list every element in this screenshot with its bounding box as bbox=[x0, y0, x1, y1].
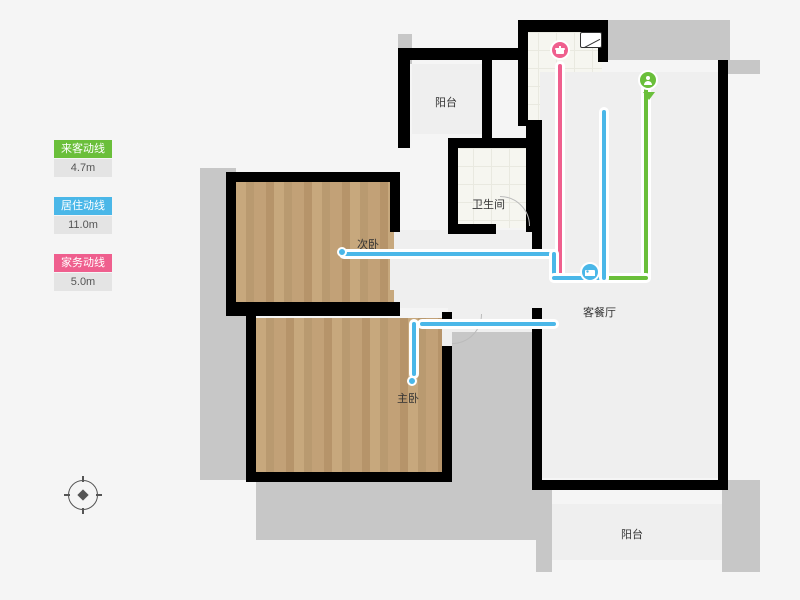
wall bbox=[448, 224, 496, 234]
path-node-blue bbox=[407, 376, 417, 386]
legend-item-house: 家务动线 5.0m bbox=[54, 254, 112, 291]
legend-value: 11.0m bbox=[54, 216, 112, 234]
room-label: 客餐厅 bbox=[582, 304, 617, 320]
path-segment-blue bbox=[339, 249, 559, 259]
legend-label: 家务动线 bbox=[54, 254, 112, 272]
wall bbox=[246, 472, 450, 482]
wall bbox=[398, 48, 526, 60]
floor-plan: 厨房阳台卫生间次卧主卧客餐厅阳台 bbox=[200, 20, 760, 580]
person-pin-icon bbox=[638, 70, 658, 90]
room-label: 主卧 bbox=[396, 390, 420, 406]
path-segment-blue bbox=[417, 319, 559, 329]
legend-value: 4.7m bbox=[54, 159, 112, 177]
legend-item-living: 居住动线 11.0m bbox=[54, 197, 112, 234]
room-label: 阳台 bbox=[434, 94, 458, 110]
legend-label: 居住动线 bbox=[54, 197, 112, 215]
structural-block bbox=[536, 480, 552, 572]
room-label: 阳台 bbox=[620, 526, 644, 542]
legend-label: 来客动线 bbox=[54, 140, 112, 158]
wall bbox=[398, 48, 410, 148]
structural-block bbox=[448, 332, 536, 540]
structural-block bbox=[606, 20, 730, 60]
path-node-blue bbox=[337, 247, 347, 257]
wall bbox=[518, 20, 528, 126]
legend: 来客动线 4.7m 居住动线 11.0m 家务动线 5.0m bbox=[54, 140, 112, 311]
compass-icon bbox=[66, 478, 100, 512]
path-segment-blue bbox=[409, 319, 419, 379]
legend-value: 5.0m bbox=[54, 273, 112, 291]
path-segment-green bbox=[641, 83, 651, 283]
wall bbox=[518, 20, 608, 32]
wall bbox=[226, 172, 400, 182]
wall bbox=[718, 60, 728, 490]
wall bbox=[532, 480, 728, 490]
wall bbox=[482, 60, 492, 140]
bed-icon bbox=[580, 262, 600, 282]
door-opening bbox=[532, 252, 542, 308]
structural-block bbox=[722, 480, 760, 572]
wall bbox=[226, 172, 236, 312]
structural-block bbox=[256, 476, 448, 540]
path-segment-blue bbox=[599, 107, 609, 283]
room-走道1 bbox=[394, 230, 540, 308]
wall bbox=[448, 138, 536, 148]
wall bbox=[390, 172, 400, 232]
wall bbox=[448, 138, 458, 234]
legend-item-guest: 来客动线 4.7m bbox=[54, 140, 112, 177]
window-icon bbox=[580, 32, 602, 48]
cooking-pot-icon bbox=[550, 40, 570, 60]
pin-tail bbox=[643, 92, 655, 100]
wall bbox=[246, 312, 256, 482]
